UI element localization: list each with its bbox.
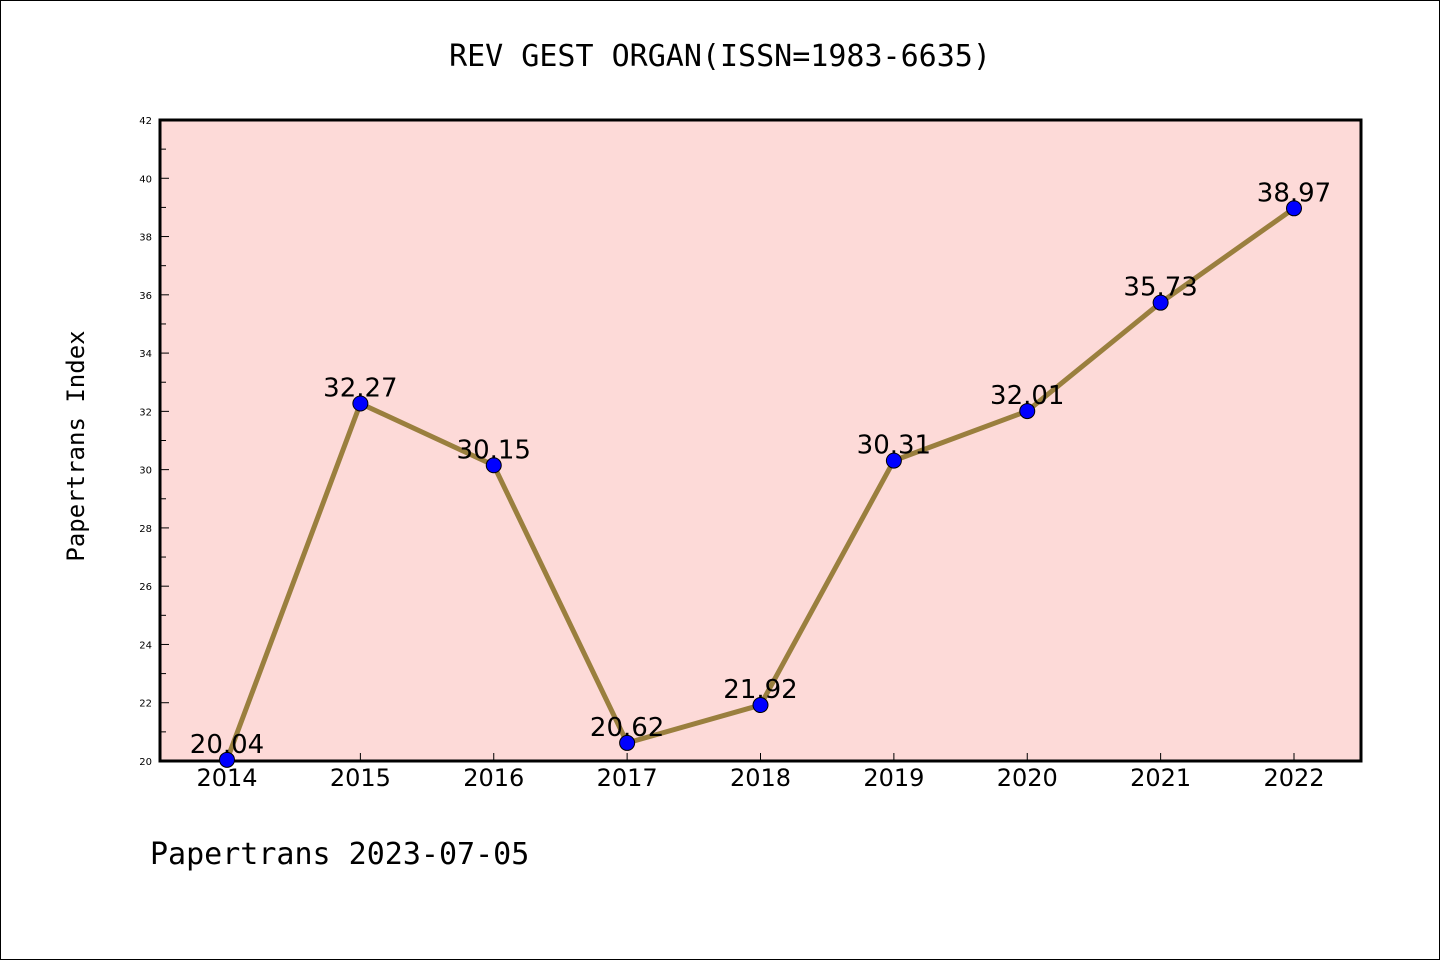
y-tick-label: 24 xyxy=(139,640,152,651)
x-tick-label: 2020 xyxy=(997,764,1058,792)
data-point xyxy=(619,734,636,751)
y-tick-label: 32 xyxy=(139,407,152,418)
y-tick-label: 38 xyxy=(139,233,152,244)
chart-title: REV GEST ORGAN(ISSN=1983-6635) xyxy=(449,39,991,74)
data-label: 30.31 xyxy=(857,431,931,461)
data-label: 32.27 xyxy=(323,373,397,403)
data-point xyxy=(219,751,235,768)
y-tick-label: 40 xyxy=(139,174,152,185)
y-tick-label: 22 xyxy=(139,699,152,710)
y-tick-label: 26 xyxy=(139,582,152,593)
y-tick-label: 34 xyxy=(139,349,152,360)
data-label: 38.97 xyxy=(1257,178,1331,208)
data-points xyxy=(219,200,1302,768)
footer-credit: Papertrans 2023-07-05 xyxy=(150,837,529,872)
data-label: 30.15 xyxy=(457,435,531,465)
data-point xyxy=(752,697,769,714)
data-label: 21.92 xyxy=(723,675,797,705)
plot-area xyxy=(158,118,1363,763)
data-label: 20.62 xyxy=(590,713,664,743)
data-point xyxy=(1019,403,1036,420)
x-tick-label: 2019 xyxy=(863,764,924,792)
y-tick-label: 20 xyxy=(139,757,152,768)
y-axis: 20 22 24 26 28 30 32 34 36 38 40 42 xyxy=(139,116,169,768)
x-tick-label: 2018 xyxy=(730,764,791,792)
x-tick-label: 2022 xyxy=(1263,764,1324,792)
data-label: 20.04 xyxy=(190,730,264,760)
x-tick-label: 2021 xyxy=(1130,764,1191,792)
data-point xyxy=(352,395,369,412)
x-tick-label: 2015 xyxy=(330,764,391,792)
x-tick-label: 2014 xyxy=(196,764,257,792)
x-tick-label: 2016 xyxy=(463,764,524,792)
y-tick-label: 28 xyxy=(139,524,152,535)
data-point xyxy=(485,457,502,474)
data-labels: 20.04 32.27 30.15 20.62 21.92 30.31 32.01 35.73… xyxy=(190,178,1331,760)
y-tick-label: 30 xyxy=(139,466,152,477)
y-tick-label: 42 xyxy=(139,116,152,127)
data-point xyxy=(885,452,902,469)
y-tick-label: 36 xyxy=(139,291,152,302)
x-axis: 2014 2015 2016 2017 2018 2019 2020 2021 2022 xyxy=(196,753,1325,792)
y-axis-label: Papertrans Index xyxy=(62,330,90,561)
x-tick-label: 2017 xyxy=(597,764,658,792)
data-point xyxy=(1286,200,1302,217)
data-label: 35.73 xyxy=(1123,273,1197,303)
data-point xyxy=(1152,294,1169,311)
data-label: 32.01 xyxy=(990,381,1064,411)
